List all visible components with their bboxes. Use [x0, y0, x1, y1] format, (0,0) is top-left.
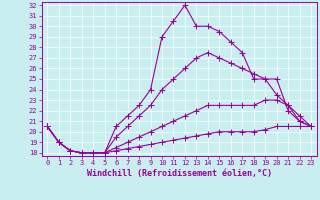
- X-axis label: Windchill (Refroidissement éolien,°C): Windchill (Refroidissement éolien,°C): [87, 169, 272, 178]
